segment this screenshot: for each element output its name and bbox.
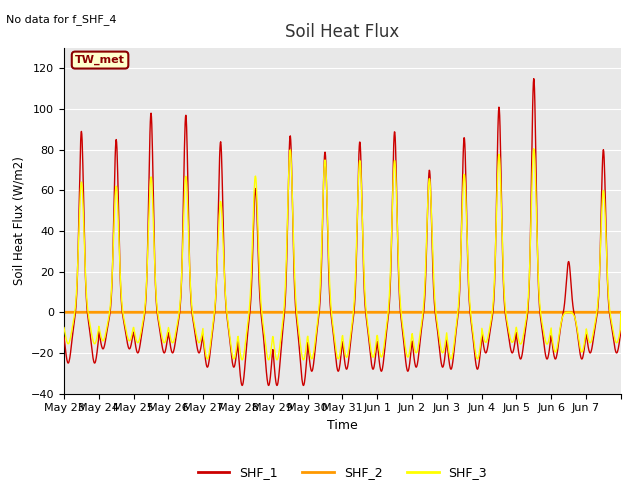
- Legend: SHF_1, SHF_2, SHF_3: SHF_1, SHF_2, SHF_3: [193, 461, 492, 480]
- Title: Soil Heat Flux: Soil Heat Flux: [285, 23, 399, 41]
- Text: TW_met: TW_met: [75, 55, 125, 65]
- Y-axis label: Soil Heat Flux (W/m2): Soil Heat Flux (W/m2): [12, 156, 25, 285]
- X-axis label: Time: Time: [327, 419, 358, 432]
- Text: No data for f_SHF_4: No data for f_SHF_4: [6, 14, 117, 25]
